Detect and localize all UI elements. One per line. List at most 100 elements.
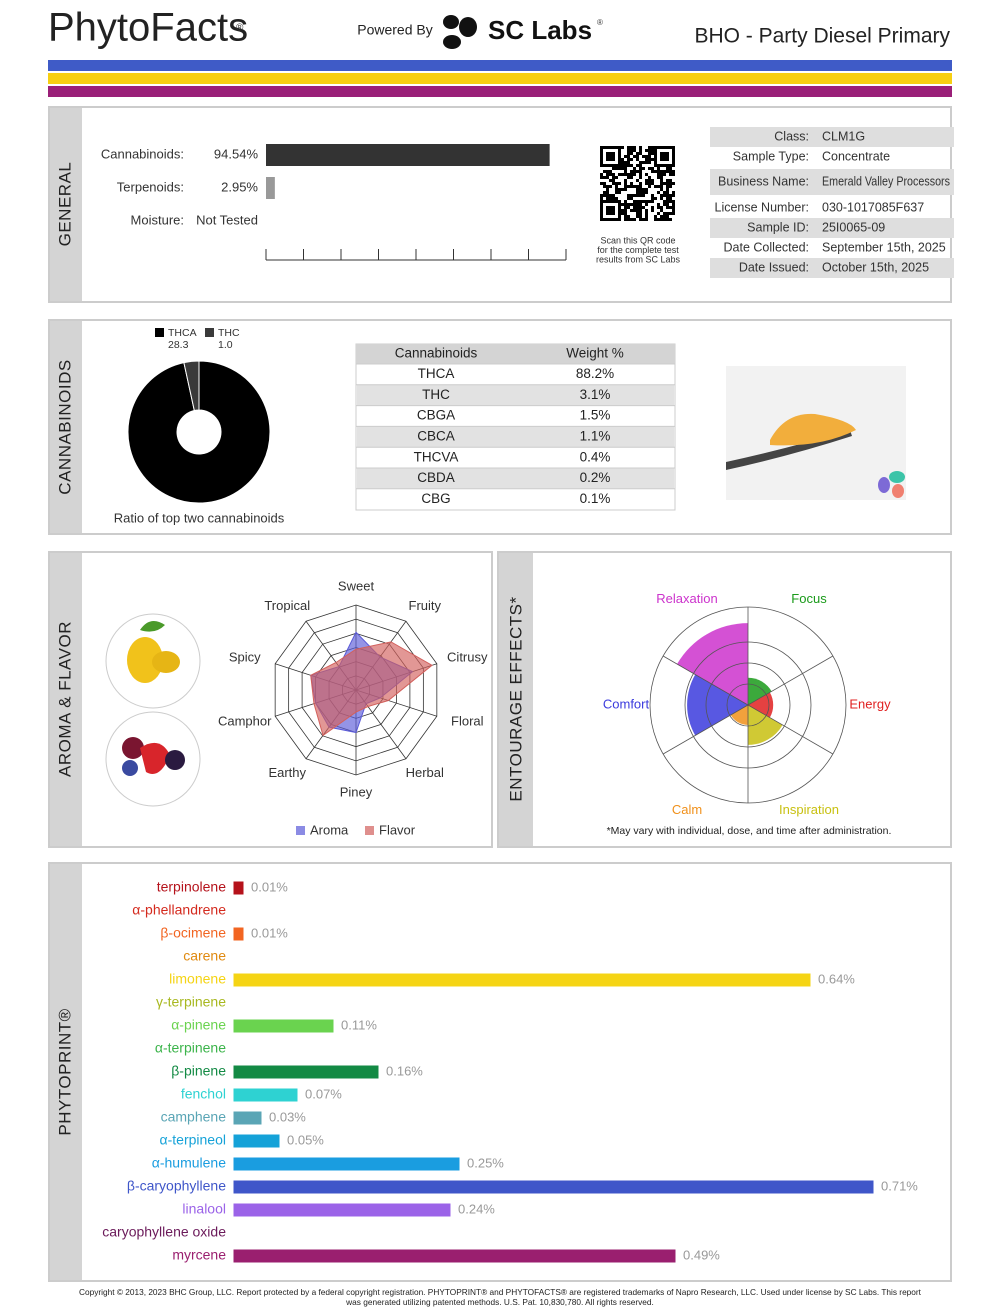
qr-cell [627, 149, 630, 152]
qr-cell [651, 149, 654, 152]
qr-finder [600, 146, 621, 167]
table-cell: CBDA [417, 470, 455, 485]
qr-cell [639, 173, 642, 176]
terpene-label: β-pinene [171, 1063, 226, 1079]
section-label: PHYTOPRINT® [55, 1008, 74, 1135]
qr-cell [660, 185, 663, 188]
section-bands [50, 108, 533, 1280]
bar-value-label: Not Tested [196, 212, 258, 227]
qr-cell [636, 152, 639, 155]
qr-cell [603, 191, 606, 194]
qr-cell [609, 194, 612, 197]
qr-cell [639, 149, 642, 152]
qr-cell [642, 191, 645, 194]
bar-value-label: 2.95% [221, 179, 258, 194]
qr-cell [666, 197, 669, 200]
pie-slice [127, 360, 271, 504]
qr-cell [624, 182, 627, 185]
qr-cell [657, 191, 660, 194]
table-cell: THCVA [414, 449, 459, 464]
qr-cell [672, 206, 675, 209]
table-cell: 88.2% [576, 366, 614, 381]
qr-cell [660, 173, 663, 176]
qr-cell [624, 155, 627, 158]
qr-cell [627, 203, 630, 206]
brand-mark: ® [236, 23, 244, 34]
polar-sector [748, 692, 774, 718]
qr-cell [606, 194, 609, 197]
qr-cell [672, 194, 675, 197]
qr-cell [666, 218, 669, 221]
table-cell: 0.4% [580, 449, 611, 464]
qr-cell [627, 215, 630, 218]
legend-label: Flavor [379, 822, 416, 837]
terpene-label: α-pinene [171, 1017, 226, 1033]
qr-cell [633, 167, 636, 170]
qr-cell [666, 191, 669, 194]
qr-cell [624, 173, 627, 176]
qr-cell [657, 218, 660, 221]
qr-cell [645, 191, 648, 194]
qr-cell [660, 215, 663, 218]
qr-cell [627, 194, 630, 197]
qr-cell [609, 185, 612, 188]
qr-cell [630, 197, 633, 200]
qr-cell [666, 206, 669, 209]
qr-cell [657, 206, 660, 209]
qr-cell [648, 167, 651, 170]
qr-cell [624, 209, 627, 212]
qr-finder [606, 152, 615, 161]
qr-cell [648, 152, 651, 155]
qr-cell [660, 176, 663, 179]
legend-swatch [205, 328, 214, 337]
qr-finder [600, 200, 621, 221]
berries-icon [105, 711, 201, 807]
qr-cell [621, 212, 624, 215]
qr-cell [615, 191, 618, 194]
info-value: Emerald Valley Processors [822, 174, 950, 188]
qr-cell [633, 206, 636, 209]
qr-cell [609, 170, 612, 173]
qr-cell [672, 191, 675, 194]
bar [266, 144, 550, 166]
qr-cell [612, 173, 615, 176]
qr-cell [615, 182, 618, 185]
legend-swatch [296, 826, 305, 835]
qr-cell [639, 212, 642, 215]
qr-cell [627, 161, 630, 164]
bar-label: Terpenoids: [117, 179, 184, 194]
terpene-label: α-humulene [152, 1155, 226, 1171]
qr-cell [645, 158, 648, 161]
table-cell: CBG [421, 491, 450, 506]
qr-cell [630, 146, 633, 149]
qr-cell [660, 188, 663, 191]
qr-cell [639, 209, 642, 212]
qr-cell [663, 212, 666, 215]
qr-cell [669, 170, 672, 173]
qr-cell [636, 203, 639, 206]
qr-cell [618, 182, 621, 185]
section-label: AROMA & FLAVOR [55, 621, 74, 777]
lab-name: SC Labs [488, 15, 592, 45]
qr-cell [615, 167, 618, 170]
qr-cell [633, 170, 636, 173]
terpene-label: β-ocimene [160, 925, 226, 941]
qr-cell [612, 179, 615, 182]
qr-cell [624, 218, 627, 221]
qr-cell [639, 203, 642, 206]
table-row-bg [357, 384, 674, 406]
qr-cell [636, 188, 639, 191]
qr-cell [633, 173, 636, 176]
qr-cell [648, 158, 651, 161]
qr-cell [636, 194, 639, 197]
product-photo [726, 366, 906, 500]
bar [233, 1111, 262, 1125]
radar-axis-label: Sweet [338, 578, 375, 593]
qr-cell [660, 197, 663, 200]
qr-cell [636, 200, 639, 203]
qr-cell [660, 194, 663, 197]
bar [233, 1065, 379, 1079]
qr-cell [636, 212, 639, 215]
qr-cell [633, 194, 636, 197]
qr-cell [639, 170, 642, 173]
